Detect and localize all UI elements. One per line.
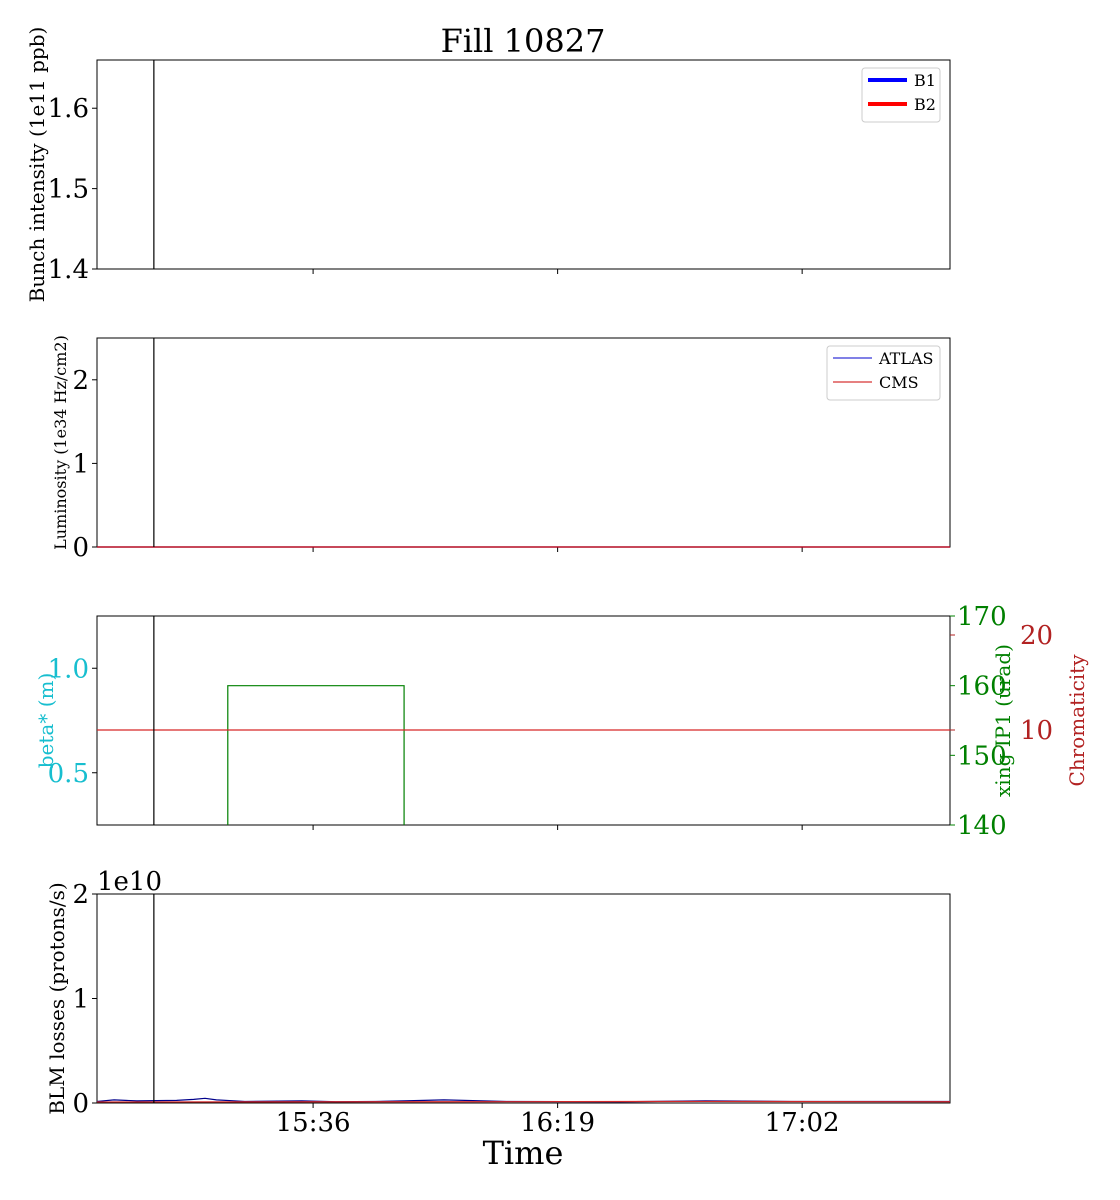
right-y-tick-label: 140 [957, 811, 1007, 841]
y-tick-label: 2 [72, 366, 89, 396]
y-axis-label: Luminosity (1e34 Hz/cm2) [51, 335, 70, 550]
legend-label: CMS [879, 373, 919, 392]
y-tick-label: 1.6 [48, 94, 89, 124]
y-tick-label: 2 [72, 880, 89, 910]
y-offset-text: 1e10 [97, 867, 162, 897]
y-axis-label: beta* (m) [34, 673, 58, 769]
right-y-tick-label: 160 [957, 672, 1007, 702]
panel-frame [96, 337, 951, 548]
right-y-tick-label: 170 [957, 602, 1007, 632]
series-line [227, 685, 405, 825]
legend-label: B2 [914, 95, 936, 114]
x-tick-label: 16:19 [520, 1108, 595, 1138]
chroma-axis-label: Chromaticity [1065, 654, 1089, 787]
y-tick-label: 1.0 [48, 654, 89, 684]
x-tick-label: 17:02 [765, 1108, 840, 1138]
y-tick-label: 0 [72, 533, 89, 563]
y-tick-label: 0 [72, 1089, 89, 1119]
chroma-y-tick-label: 10 [1020, 716, 1053, 746]
y-tick-label: 1 [72, 985, 89, 1015]
y-tick-label: 1 [72, 449, 89, 479]
x-axis-label: Time [483, 1134, 564, 1172]
chroma-y-tick-label: 20 [1020, 621, 1053, 651]
panel-frame [96, 893, 951, 1104]
panel-frame [96, 615, 951, 826]
right-y-tick-label: 150 [957, 741, 1007, 771]
y-axis-label: Bunch intensity (1e11 ppb) [25, 27, 49, 303]
legend-box [826, 345, 941, 401]
panel-frame [96, 59, 951, 270]
legend-label: ATLAS [878, 349, 934, 368]
y-tick-label: 1.5 [48, 175, 89, 205]
y-axis-label: BLM losses (protons/s) [45, 882, 69, 1114]
series-line [96, 1100, 951, 1103]
x-tick-label: 15:36 [276, 1108, 351, 1138]
right-y-axis-label: xing IP1 (urad) [991, 644, 1015, 797]
legend-label: B1 [914, 71, 936, 90]
y-tick-label: 0.5 [48, 759, 89, 789]
y-tick-label: 1.4 [48, 255, 89, 285]
chart-title: Fill 10827 [441, 22, 606, 60]
